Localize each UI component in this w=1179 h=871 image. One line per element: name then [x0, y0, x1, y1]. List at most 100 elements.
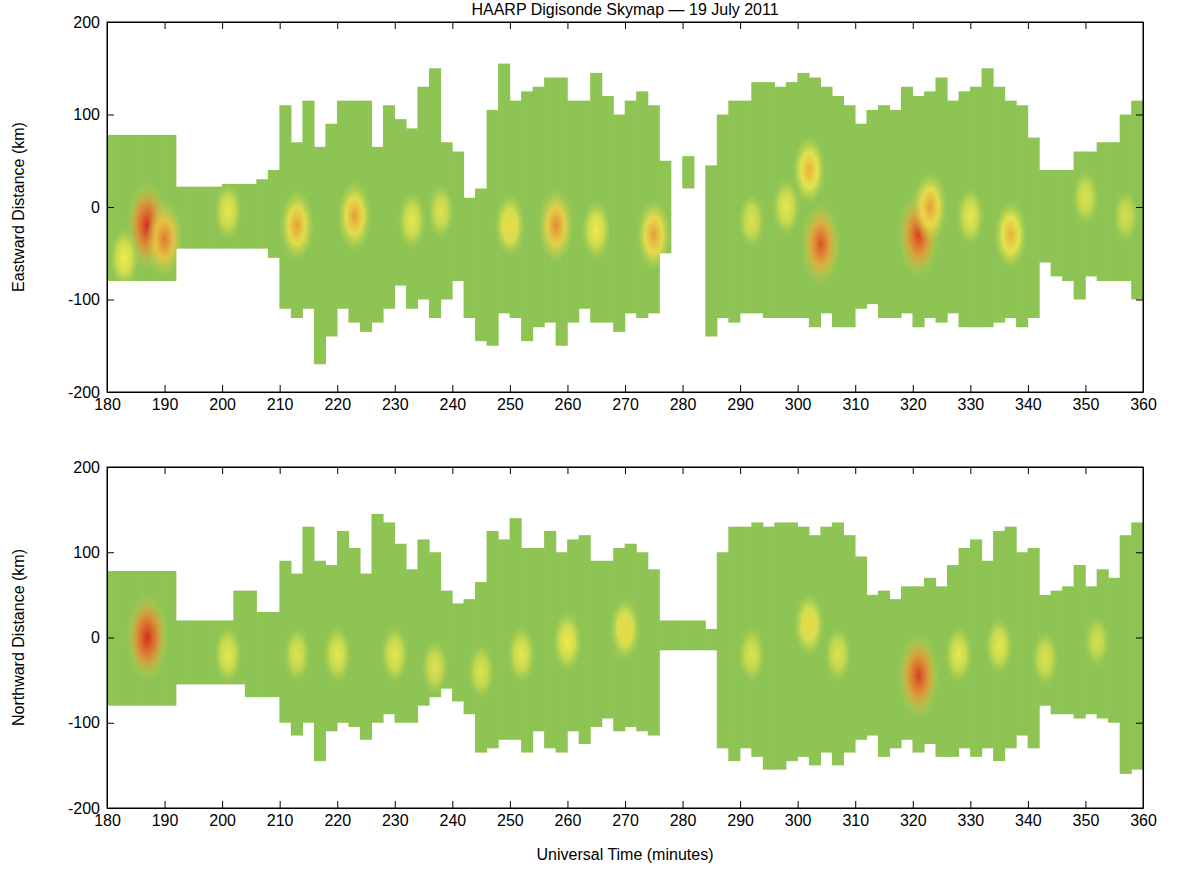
coverage-column: [1016, 552, 1028, 735]
tick: [1136, 723, 1143, 724]
coverage-column: [498, 539, 510, 739]
tick: -200: [68, 800, 114, 817]
coverage-column: [613, 115, 625, 332]
tick-mark: [740, 801, 741, 808]
tick-label: 190: [152, 396, 179, 413]
intensity-spot: [280, 189, 315, 261]
tick: [452, 467, 453, 474]
columns: [107, 64, 1143, 365]
intensity-spot: [801, 203, 841, 286]
tick-mark: [280, 801, 281, 808]
intensity-spot: [467, 643, 495, 700]
intensity-spot: [898, 633, 939, 718]
tick-mark: [107, 22, 114, 23]
coverage-column: [1120, 535, 1132, 774]
tick-mark: [855, 801, 856, 808]
tick-label: 250: [497, 396, 524, 413]
tick-mark: [510, 22, 511, 29]
intensity-spot: [337, 180, 372, 252]
tick: 250: [497, 385, 524, 413]
tick-label: -100: [68, 291, 100, 308]
intensity-spot: [956, 187, 985, 246]
tick-mark: [798, 801, 799, 808]
tick-mark: [107, 638, 114, 639]
tick-mark: [395, 467, 396, 474]
tick: [510, 467, 511, 474]
tick: 200: [209, 385, 236, 413]
tick-label: 300: [785, 396, 812, 413]
coverage-column: [1028, 138, 1040, 318]
tick-label: 320: [900, 812, 927, 829]
tick-mark: [625, 801, 626, 808]
intensity-spot: [609, 597, 640, 662]
tick: 290: [727, 801, 754, 829]
tick-mark: [1085, 801, 1086, 808]
axis-line: [1143, 468, 1144, 809]
tick-mark: [510, 467, 511, 474]
intensity-spot: [1031, 630, 1059, 687]
tick-label: 350: [1073, 812, 1100, 829]
coverage-column: [302, 527, 314, 723]
coverage-column: [418, 87, 430, 300]
intensity-spot: [427, 183, 455, 240]
intensity-spot: [283, 626, 311, 683]
x-axis: 1801902002102202302402502602702802903003…: [94, 801, 1157, 829]
tick-label: -200: [68, 384, 100, 401]
tick: 200: [209, 801, 236, 829]
tick-mark: [280, 467, 281, 474]
coverage-column: [383, 522, 395, 714]
tick: [1136, 115, 1143, 116]
intensity-spot: [146, 201, 183, 279]
tick: 240: [439, 385, 466, 413]
coverage-column: [878, 105, 890, 318]
tick-mark: [740, 467, 741, 474]
intensity-spot: [213, 182, 242, 241]
tick-mark: [337, 385, 338, 392]
tick-label: 300: [785, 812, 812, 829]
tick: -100: [68, 714, 114, 731]
panel: 1801902002102202302402502602702802903003…: [10, 459, 1157, 863]
coverage-column: [1062, 170, 1074, 281]
intensity-spot: [109, 227, 139, 289]
tick: 310: [842, 385, 869, 413]
intensity-spot: [985, 616, 1014, 675]
tick: [625, 22, 626, 29]
tick: 250: [497, 801, 524, 829]
tick: [1136, 467, 1143, 468]
tick: [740, 22, 741, 29]
coverage-column: [855, 124, 867, 309]
tick: [280, 22, 281, 29]
tick-label: 220: [324, 812, 351, 829]
tick-mark: [280, 385, 281, 392]
plot-frame: [107, 467, 1143, 808]
tick: 230: [382, 801, 409, 829]
tick: 190: [152, 801, 179, 829]
tick-mark: [1085, 385, 1086, 392]
tick: [165, 467, 166, 474]
intensity-spot: [913, 171, 948, 243]
tick-label: 310: [842, 812, 869, 829]
coverage-column: [878, 591, 890, 757]
tick-mark: [1028, 385, 1029, 392]
tick-mark: [337, 22, 338, 29]
intensity-spot: [398, 191, 427, 250]
tick-mark: [280, 22, 281, 29]
coverage-column: [659, 620, 671, 650]
tick: [913, 22, 914, 29]
coverage-column: [475, 189, 487, 342]
x-axis: 1801902002102202302402502602702802903003…: [94, 385, 1157, 413]
tick-label: 350: [1073, 396, 1100, 413]
coverage-column: [1051, 170, 1063, 276]
tick: -200: [68, 384, 114, 401]
intensity-spot: [824, 626, 852, 683]
tick-label: 200: [73, 459, 100, 476]
coverage-column: [199, 620, 211, 684]
coverage-column: [843, 105, 855, 327]
coverage-column: [360, 574, 372, 740]
coverage-column: [176, 620, 188, 684]
tick: [1085, 22, 1086, 29]
tick: 260: [555, 385, 582, 413]
coverage-column: [728, 527, 740, 761]
tick-mark: [1136, 392, 1143, 393]
tick-label: 210: [267, 396, 294, 413]
